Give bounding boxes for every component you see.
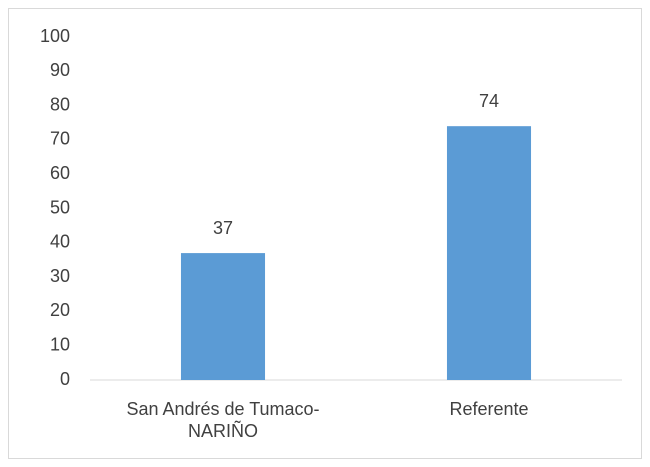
bar [180, 253, 266, 380]
y-tick-label: 80 [50, 94, 70, 114]
chart-border [8, 8, 642, 459]
data-label: 74 [479, 91, 499, 111]
x-tick-label: San Andrés de Tumaco-NARIÑO [126, 399, 320, 441]
x-tick-label: Referente [449, 399, 529, 419]
y-tick-label: 30 [50, 266, 70, 286]
y-tick-label: 70 [50, 129, 70, 149]
y-tick-label: 50 [50, 197, 70, 217]
y-tick-label: 90 [50, 60, 70, 80]
data-label: 37 [213, 218, 233, 238]
y-tick-label: 10 [50, 334, 70, 354]
y-tick-label: 20 [50, 300, 70, 320]
bar [446, 126, 532, 381]
y-tick-label: 0 [60, 369, 70, 389]
y-tick-label: 60 [50, 163, 70, 183]
y-tick-label: 40 [50, 232, 70, 252]
y-tick-label: 100 [40, 26, 70, 46]
